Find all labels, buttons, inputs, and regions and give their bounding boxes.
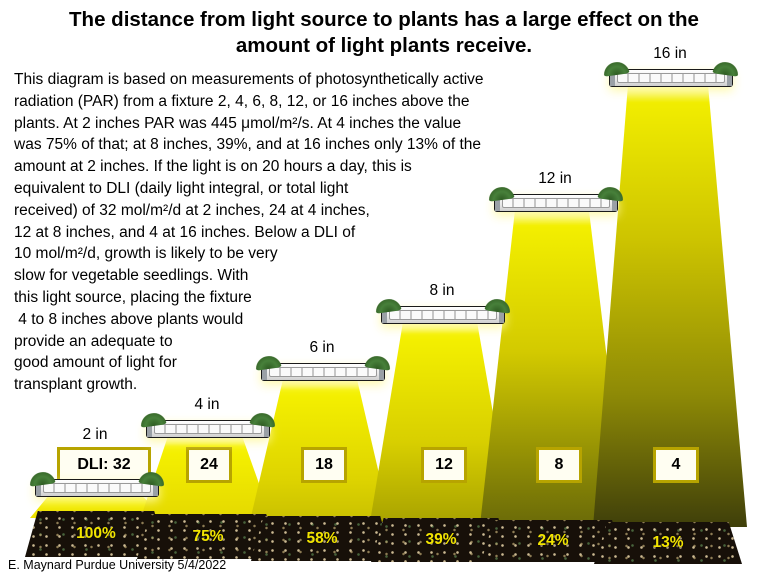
body-line: 4 to 8 inches above plants would <box>14 310 244 328</box>
plant-decoration-icon <box>487 185 515 202</box>
body-line: slow for vegetable seedlings. With <box>14 267 249 285</box>
body-line: this light source, placing the fixture <box>14 288 252 306</box>
fixture-height-label: 12 in <box>538 170 572 187</box>
dli-value-box: DLI: 32 <box>57 447 151 483</box>
dli-value-box: 12 <box>421 447 467 483</box>
body-line: This diagram is based on measurements of… <box>14 71 484 88</box>
light-fixture <box>374 297 512 324</box>
plant-decoration-icon <box>249 411 277 428</box>
par-percent-label: 58% <box>306 529 338 547</box>
light-fixture <box>602 60 740 87</box>
page-title: The distance from light source to plants… <box>0 7 768 59</box>
body-line: received) of 32 mol/m²/d at 2 inches, 24… <box>14 201 370 219</box>
par-percent-label: 39% <box>425 531 457 548</box>
body-line: 10 mol/m²/d, growth is likely to be very <box>14 245 278 263</box>
par-percent-label: 75% <box>192 527 224 545</box>
fixture-height-label: 6 in <box>309 339 335 356</box>
plant-decoration-icon <box>28 470 56 487</box>
par-percent-label: 13% <box>652 534 684 551</box>
body-line: transplant growth. <box>14 376 138 394</box>
title-line-2: amount of light plants receive. <box>235 34 533 57</box>
light-fixture <box>487 185 625 212</box>
body-line: plants. At 2 inches PAR was 445 μmol/m²/… <box>14 114 462 132</box>
plant-decoration-icon <box>712 60 740 77</box>
body-line: good amount of light for <box>14 354 177 372</box>
plant-decoration-icon <box>602 60 630 77</box>
dli-value-box: 18 <box>301 447 347 483</box>
body-line: 12 at 8 inches, and 4 at 16 inches. Belo… <box>14 223 356 241</box>
plant-tray: 75% <box>137 514 279 559</box>
body-line: provide an adequate to <box>14 332 173 350</box>
dli-value-box: 8 <box>536 447 582 483</box>
light-fixture <box>28 470 166 497</box>
fixture-height-label: 16 in <box>653 45 687 62</box>
plant-tray: 13% <box>594 522 742 564</box>
body-line: was 75% of that; at 8 inches, 39%, and a… <box>14 136 482 154</box>
light-fixture <box>254 354 392 381</box>
plant-decoration-icon <box>139 411 167 428</box>
body-line: amount at 2 inches. If the light is on 2… <box>14 158 412 176</box>
credit-text: E. Maynard Purdue University 5/4/2022 <box>8 558 227 572</box>
fixture-height-label: 8 in <box>429 282 455 299</box>
light-fixture <box>139 411 277 438</box>
dli-value-box: 24 <box>186 447 232 483</box>
description-text: This diagram is based on measurements of… <box>14 69 484 396</box>
plant-tray: 58% <box>251 516 393 561</box>
fixture-height-label: 2 in <box>82 426 108 443</box>
par-percent-label: 100% <box>76 525 116 542</box>
body-line: radiation (PAR) from a fixture 2, 4, 6, … <box>14 92 470 110</box>
fixture-height-label: 4 in <box>194 396 220 413</box>
body-line: equivalent to DLI (daily light integral,… <box>14 179 349 197</box>
title-line-1: The distance from light source to plants… <box>69 8 699 31</box>
par-percent-label: 24% <box>537 532 569 549</box>
dli-value-box: 4 <box>653 447 699 483</box>
